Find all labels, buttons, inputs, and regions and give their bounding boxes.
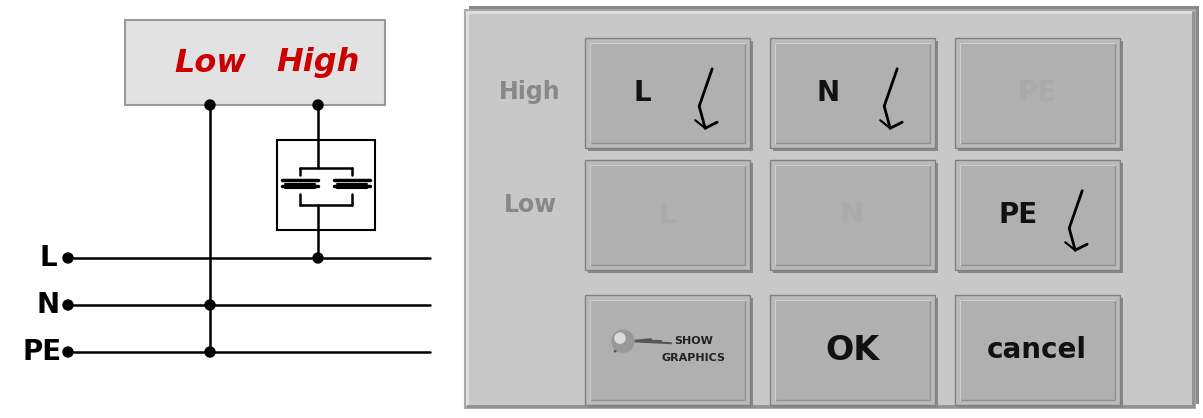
Bar (469, 6, 1199, 404)
Circle shape (63, 347, 73, 357)
Bar (588, 298, 753, 408)
Text: High: High (277, 48, 360, 79)
Text: L: L (634, 79, 652, 107)
Bar (589, 300, 745, 400)
Bar (955, 160, 1120, 270)
Text: PE: PE (1018, 79, 1056, 107)
Bar (125, 20, 385, 105)
Circle shape (612, 330, 634, 352)
Bar (770, 160, 935, 270)
Bar (588, 163, 753, 273)
Text: cancel: cancel (986, 336, 1088, 364)
Bar (585, 160, 749, 270)
Bar (955, 38, 1120, 148)
Circle shape (615, 333, 626, 343)
Text: PE: PE (998, 201, 1037, 229)
Circle shape (313, 100, 322, 110)
Text: L: L (658, 201, 676, 229)
Circle shape (63, 253, 73, 263)
Text: GRAPHICS: GRAPHICS (662, 353, 725, 363)
Bar (958, 41, 1122, 151)
Bar (775, 43, 930, 143)
Bar (775, 300, 930, 400)
Text: PE: PE (23, 338, 61, 366)
Circle shape (205, 100, 215, 110)
Circle shape (205, 347, 215, 357)
Text: SHOW: SHOW (675, 336, 713, 346)
Bar (960, 165, 1115, 265)
Text: High: High (499, 80, 561, 104)
Text: N: N (841, 201, 864, 229)
Bar (775, 165, 930, 265)
Bar (585, 295, 749, 405)
Bar (589, 43, 745, 143)
Bar (960, 43, 1115, 143)
Bar (770, 38, 935, 148)
Text: L: L (40, 244, 57, 272)
Text: N: N (36, 291, 60, 319)
Text: OK: OK (825, 334, 879, 367)
Bar (588, 41, 753, 151)
Bar (770, 295, 935, 405)
Bar (958, 163, 1122, 273)
Bar (589, 165, 745, 265)
Circle shape (63, 300, 73, 310)
Text: Low: Low (174, 48, 245, 79)
Bar (585, 38, 749, 148)
Text: Low: Low (503, 193, 557, 217)
Bar (955, 295, 1120, 405)
Bar (277, 140, 375, 230)
Bar (774, 163, 938, 273)
Circle shape (205, 300, 215, 310)
Bar (774, 298, 938, 408)
Text: N: N (816, 79, 840, 107)
Circle shape (313, 253, 322, 263)
Bar (466, 10, 1195, 408)
Bar (960, 300, 1115, 400)
Bar (958, 298, 1122, 408)
Bar (774, 41, 938, 151)
